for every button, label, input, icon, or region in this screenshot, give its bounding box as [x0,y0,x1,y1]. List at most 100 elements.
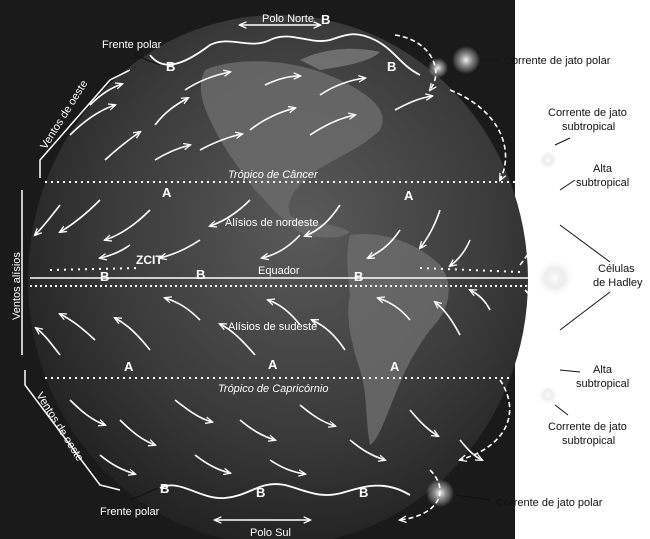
south-america-landmass [347,234,449,445]
polar-front-north [149,33,421,76]
frente-polar-top-label: Frente polar [102,39,162,51]
bracket-westerlies-south [24,370,121,491]
wind-arrow [119,419,155,445]
bracket-westerlies-north [39,69,131,178]
subtropical-jet-glow-top [538,150,558,170]
wind-arrow [60,199,101,232]
jato-polar-top-label: Corrente de jato polar [504,55,611,67]
left-brackets [21,69,131,491]
leader-jet-subtropical-bottom [554,404,569,416]
wind-arrow [105,209,151,240]
wind-arrow [394,96,432,111]
wind-arrow [154,98,188,126]
wind-arrow [409,409,438,436]
cell-arcs [394,34,569,520]
wind-arrow [194,454,230,473]
wind-arrow [470,290,491,311]
wind-arrow [60,314,96,341]
wind-arrow [319,78,365,96]
jato-subtropical-bottom-label-1: Corrente de jato [548,421,627,433]
leader-lines [129,54,611,501]
hadley-cells-glow [535,258,575,298]
frente-polar-bottom-label: Frente polar [100,506,160,518]
earth-globe [28,15,528,539]
wind-arrow [100,244,131,258]
wind-arrow [184,72,230,91]
high-marker-s2: A [268,357,278,372]
jato-subtropical-bottom-label-2: subtropical [562,435,615,447]
low-marker-north-pole: B [321,12,330,27]
wind-arrow [378,298,411,321]
low-marker-s: B [256,485,265,500]
wind-arrow [368,229,401,258]
leader-frente-polar-bottom [129,487,159,501]
wind-arrow [450,239,471,266]
wind-arrow [69,105,115,136]
jato-subtropical-top-label-1: Corrente de jato [548,107,627,119]
hadley-label-2: de Hadley [593,277,643,289]
low-marker-eq3: B [354,269,363,284]
alta-top-label-2: subtropical [576,177,629,189]
hadley-cell-arc-top [519,189,568,255]
zcit-label: ZCIT [136,253,163,267]
hadley-return-top [519,200,539,266]
wind-arrow [349,439,385,460]
high-marker-s3: A [390,359,400,374]
ferrel-cell-arc-top [449,89,507,180]
leader-alta-top [559,179,576,191]
low-marker-eq2: B [196,267,205,282]
wind-arrow [160,239,201,258]
equador-label: Equador [258,265,300,277]
wind-arrow [165,298,201,321]
polar-cell-arc-top [394,34,436,90]
wind-arrow [220,324,256,356]
low-marker-nw: B [166,59,175,74]
itcz-dots-left [49,267,141,271]
subtropical-jet-glow-bottom [538,385,558,405]
wind-arrow [459,439,482,460]
jet-stream-glow-top [452,46,480,74]
wind-arrow [249,108,295,131]
tropico-capricornio-label: Trópico de Capricórnio [218,383,328,395]
greenland-landmass [300,48,380,70]
polar-front-glow [428,58,448,78]
leader-jet-subtropical-top [554,137,571,146]
low-marker-sw: B [160,481,169,496]
polar-cell-arc-bottom [400,469,441,520]
wind-arrow [36,328,61,356]
low-marker-se: B [359,485,368,500]
low-marker-ne: B [387,59,396,74]
wind-arrow [99,454,135,474]
wind-arrow [154,145,190,161]
wind-arrow [35,204,61,235]
leader-jet-polar-bottom [455,494,491,501]
wind-arrow [420,209,441,248]
wind-arrow [435,302,461,336]
alisios-sudeste-label: Alísios de sudeste [228,321,317,333]
wind-arrow [299,404,335,426]
wind-arrow [312,320,346,351]
hadley-cell-arc-bottom [520,299,569,370]
tropico-cancer-label: Trópico de Câncer [228,169,319,181]
leader-frente-polar-top [134,54,161,66]
wind-arrow [174,399,212,422]
jato-subtropical-top-label-2: subtropical [562,121,615,133]
high-marker-n1: A [162,185,172,200]
leader-alta-bottom [559,369,581,373]
wind-arrow [268,300,301,326]
outside-labels: Corrente de jato polar Corrente de jato … [496,55,643,509]
alta-bottom-label-2: subtropical [576,378,629,390]
wind-arrow [239,419,275,440]
alta-bottom-label-1: Alta [593,364,613,376]
north-america-landmass [200,61,383,238]
pressure-markers: B B B A A B B B A A A B B B [100,12,414,500]
polo-sul-label: Polo Sul [250,527,291,539]
wind-arrow [309,115,355,136]
high-marker-n2: A [404,188,414,203]
leader-hadley-2 [559,291,611,331]
wind-arrow [69,399,105,425]
alisios-nordeste-label: Alísios de nordeste [225,217,319,229]
alta-top-label-1: Alta [593,163,613,175]
